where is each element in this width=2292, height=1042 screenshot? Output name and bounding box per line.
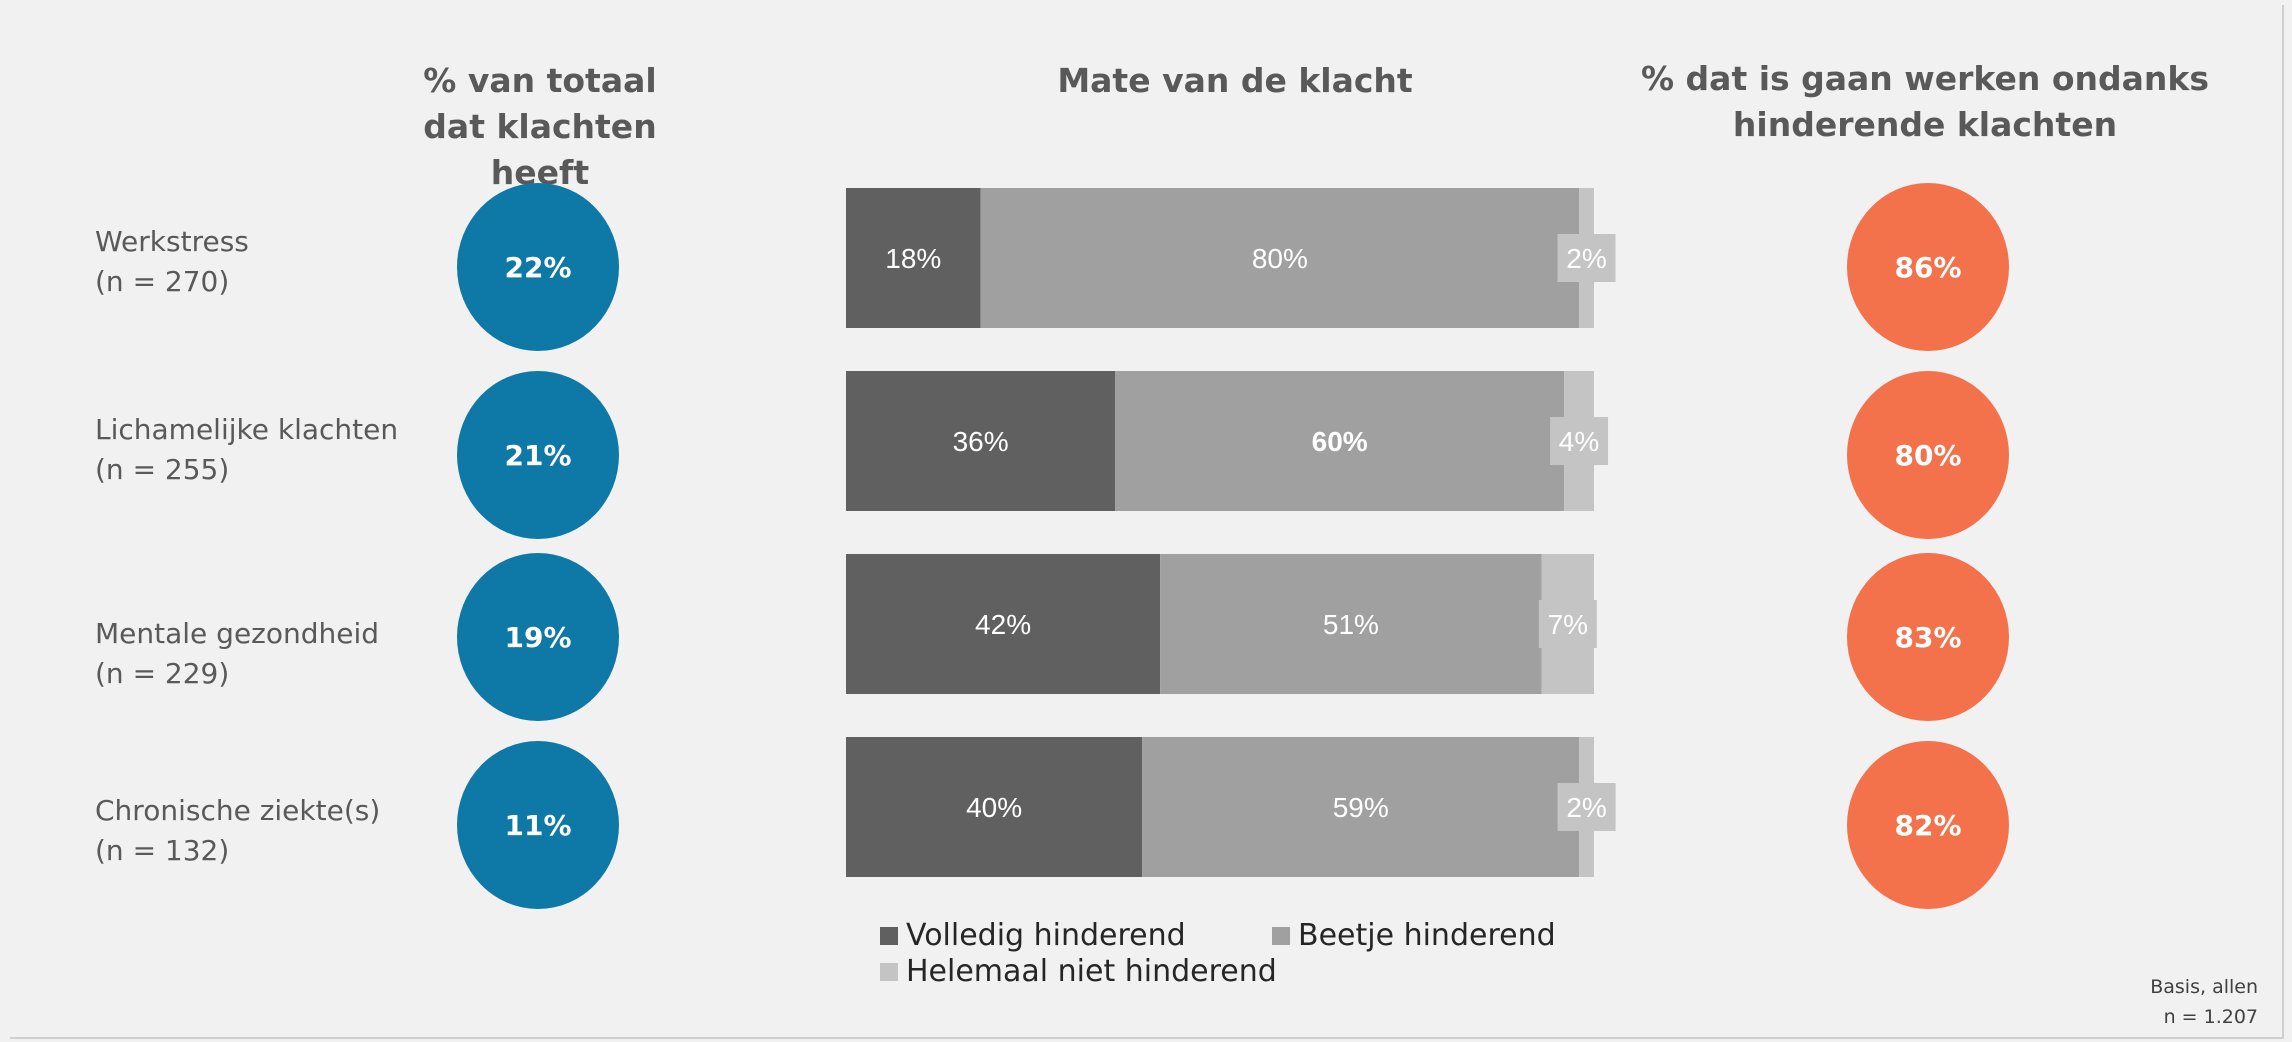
legend-item-beetje: Beetje hinderend bbox=[1272, 918, 1556, 953]
data-label: 51% bbox=[1323, 609, 1379, 640]
data-label: 80% bbox=[1252, 243, 1308, 274]
row-label-lichamelijk: Lichamelijke klachten (n = 255) bbox=[95, 410, 398, 490]
data-label: 2% bbox=[1566, 792, 1606, 823]
bar-segment-beetje bbox=[1142, 737, 1580, 877]
werken-pct-circle: 82% bbox=[1847, 741, 2009, 909]
row-n-text: (n = 255) bbox=[95, 453, 230, 486]
footnote: Basis, allen n = 1.207 bbox=[2150, 972, 2258, 1032]
row-n-text: (n = 229) bbox=[95, 657, 230, 690]
row-n-text: (n = 132) bbox=[95, 834, 230, 867]
title-right: % dat is gaan werken ondanks hinderende … bbox=[1641, 59, 2209, 144]
bar-segment-beetje bbox=[1160, 554, 1542, 694]
legend-item-volledig: Volledig hinderend bbox=[880, 918, 1186, 953]
legend-label: Helemaal niet hinderend bbox=[906, 954, 1277, 989]
data-label-box bbox=[1538, 600, 1597, 648]
werken-pct-circle: 86% bbox=[1847, 183, 2009, 351]
data-label: 36% bbox=[953, 426, 1009, 457]
data-label: 59% bbox=[1333, 792, 1389, 823]
row-label-mentaal: Mentale gezondheid (n = 229) bbox=[95, 614, 379, 694]
bar-segment-volledig bbox=[846, 188, 981, 328]
data-label-box bbox=[1557, 234, 1616, 282]
data-label: 42% bbox=[975, 609, 1031, 640]
legend-swatch-beetje bbox=[1272, 926, 1290, 945]
data-label: 2% bbox=[1566, 243, 1606, 274]
row-label-text: Mentale gezondheid bbox=[95, 617, 380, 650]
werken-pct-circle: 80% bbox=[1847, 371, 2009, 539]
data-label-box bbox=[1557, 783, 1616, 831]
title-left: % van totaal dat klachten heeft bbox=[423, 61, 657, 192]
legend-swatch-volledig bbox=[880, 926, 898, 945]
total-pct-circle: 22% bbox=[457, 183, 619, 351]
legend-item-helemaal-niet: Helemaal niet hinderend bbox=[880, 954, 1277, 989]
footnote-basis: Basis, allen bbox=[2150, 976, 2258, 998]
werken-pct-circle: 83% bbox=[1847, 553, 2009, 721]
data-label: 4% bbox=[1559, 426, 1599, 457]
data-label: 40% bbox=[966, 792, 1022, 823]
legend-swatch-helemaal-niet bbox=[880, 962, 898, 981]
legend-label: Volledig hinderend bbox=[906, 918, 1186, 953]
footnote-n: n = 1.207 bbox=[2163, 1006, 2258, 1028]
data-label-box bbox=[1550, 417, 1609, 465]
row-label-text: Werkstress bbox=[95, 225, 249, 258]
total-pct-circle: 11% bbox=[457, 741, 619, 909]
data-label: 7% bbox=[1548, 609, 1588, 640]
bar-segment-volledig bbox=[846, 554, 1161, 694]
total-pct-circle: 19% bbox=[457, 553, 619, 721]
row-label-text: Chronische ziekte(s) bbox=[95, 794, 381, 827]
total-pct-circle: 21% bbox=[457, 371, 619, 539]
data-label: 60% bbox=[1312, 426, 1368, 457]
row-label-werkstress: Werkstress (n = 270) bbox=[95, 222, 249, 302]
bar-segment-beetje bbox=[980, 188, 1580, 328]
bar-segment-beetje bbox=[1115, 371, 1565, 511]
row-label-chronisch: Chronische ziekte(s) (n = 132) bbox=[95, 791, 380, 871]
legend-label: Beetje hinderend bbox=[1298, 918, 1556, 953]
title-middle: Mate van de klacht bbox=[1057, 61, 1413, 100]
row-n-text: (n = 270) bbox=[95, 265, 230, 298]
row-label-text: Lichamelijke klachten bbox=[95, 413, 399, 446]
bar-segment-volledig bbox=[846, 371, 1116, 511]
bar-segment-volledig bbox=[846, 737, 1143, 877]
data-label: 18% bbox=[885, 243, 941, 274]
